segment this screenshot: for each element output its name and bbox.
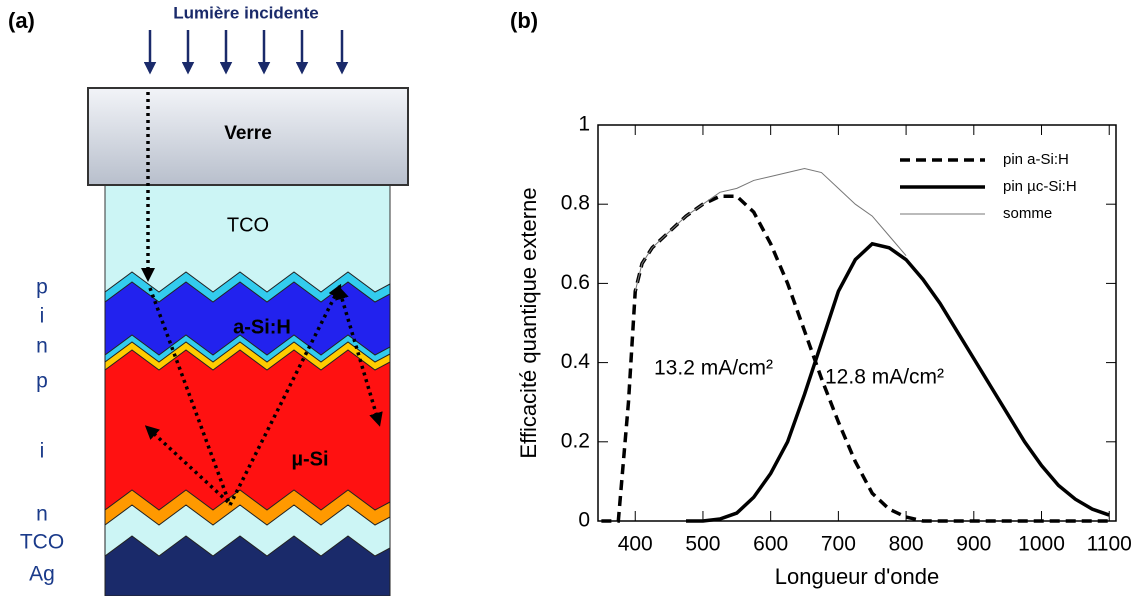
series-line [634, 168, 907, 292]
cell-diagram: (a) Lumière incidente Verre TCO a-Si:H µ… [8, 3, 409, 597]
annotation: 12.8 mA/cm² [825, 366, 944, 389]
side-label: p [36, 370, 48, 393]
side-label: p [36, 276, 48, 299]
side-label: n [36, 503, 48, 526]
plot-frame [597, 124, 1117, 522]
glass-label: Verre [224, 123, 272, 144]
legend-label: pin µc-Si:H [1003, 178, 1077, 195]
x-tick-label: 1100 [1087, 533, 1132, 556]
annotation: 13.2 mA/cm² [654, 357, 773, 380]
side-label: i [40, 440, 45, 463]
chart: (b) 400 500 600 700 800 900 1000 1100 0 0.2 0.4 0.6 0… [510, 8, 1132, 589]
layer [104, 535, 391, 597]
side-label: Ag [29, 563, 55, 586]
side-label: i [40, 305, 45, 328]
layer-label: µ-Si [291, 448, 328, 470]
y-tick-label: 0.6 [561, 271, 590, 294]
x-tick-label: 600 [753, 533, 788, 556]
glass [87, 87, 409, 186]
side-label: n [36, 335, 48, 358]
series-line [686, 241, 1110, 523]
panel-label: (b) [510, 8, 538, 33]
x-tick-label: 400 [618, 533, 653, 556]
layers [104, 271, 391, 597]
tco-label: TCO [227, 214, 269, 236]
y-tick-label: 0.2 [561, 429, 590, 452]
y-tick-label: 1 [578, 113, 590, 136]
light-paths [141, 92, 383, 506]
light-label: Lumière incidente [173, 3, 318, 22]
y-axis-label: Efficacité quantique externe [516, 187, 541, 458]
panel-label: (a) [8, 8, 35, 33]
series-line [601, 194, 1110, 523]
x-tick-label: 700 [821, 533, 856, 556]
y-tick-label: 0 [578, 509, 590, 532]
x-tick-label: 800 [889, 533, 924, 556]
legend-label: pin a-Si:H [1003, 151, 1069, 168]
y-tick-label: 0.4 [561, 350, 591, 373]
x-tick-label: 1000 [1018, 533, 1065, 556]
x-axis-label: Longueur d'onde [775, 564, 939, 589]
layer-label: a-Si:H [233, 316, 291, 338]
x-tick-label: 500 [685, 533, 720, 556]
y-tick-label: 0.8 [561, 192, 590, 215]
side-label: TCO [20, 531, 64, 554]
x-tick-label: 900 [956, 533, 991, 556]
legend-label: somme [1003, 205, 1052, 222]
